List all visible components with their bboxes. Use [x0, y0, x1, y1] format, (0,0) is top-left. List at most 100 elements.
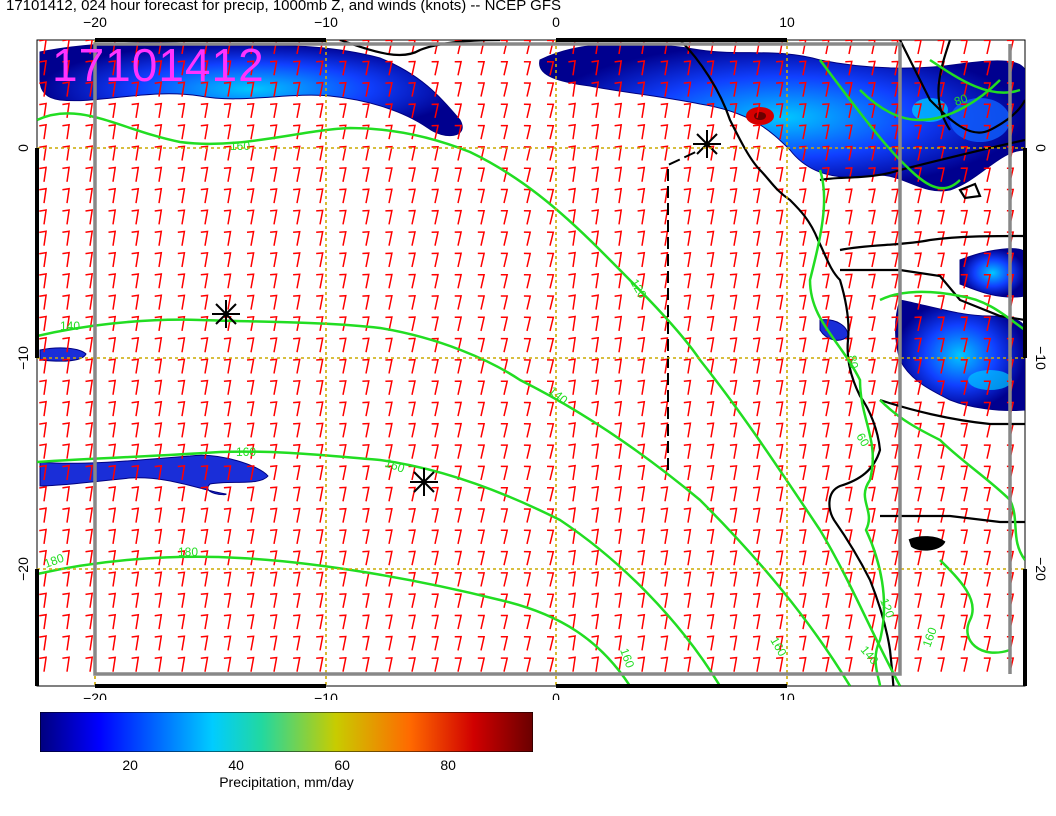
- wind-barb: [431, 316, 439, 332]
- wind-barb: [408, 508, 416, 523]
- wind-barb: [316, 571, 324, 587]
- wind-barb: [154, 337, 163, 353]
- wind-barb: [614, 166, 623, 182]
- wind-barb: [223, 635, 232, 651]
- wind-barb: [62, 613, 70, 630]
- wind-barb: [431, 103, 439, 119]
- wind-barb: [822, 465, 830, 481]
- wind-barb: [937, 124, 945, 140]
- wind-barb: [845, 401, 853, 417]
- wind-barb: [683, 124, 692, 140]
- wind-barb: [983, 316, 992, 332]
- wind-barb: [154, 613, 163, 630]
- wind-barb: [891, 571, 899, 587]
- wind-barb: [568, 166, 576, 182]
- wind-barb: [706, 379, 715, 395]
- wind-barb: [960, 60, 969, 76]
- wind-barb: [223, 252, 232, 268]
- wind-barb: [200, 102, 209, 119]
- wind-barb: [914, 188, 922, 204]
- wind-barb: [546, 529, 555, 545]
- wind-barb: [776, 209, 784, 225]
- wind-barb: [477, 188, 486, 204]
- wind-barb: [39, 592, 47, 608]
- wind-barb: [637, 400, 646, 417]
- wind-barb: [223, 188, 232, 204]
- wind-barb: [500, 124, 509, 140]
- wind-barb: [868, 252, 876, 268]
- wind-barb: [845, 273, 853, 289]
- wind-barb: [454, 380, 463, 395]
- wind-barb: [799, 635, 807, 651]
- wind-barb: [568, 251, 576, 268]
- wind-barb: [339, 401, 347, 417]
- wind-barb: [776, 145, 784, 161]
- wind-barb: [546, 188, 555, 204]
- wind-barb: [270, 124, 278, 140]
- wind-barb: [983, 273, 992, 289]
- wind-barb: [983, 167, 992, 182]
- wind-barb: [408, 273, 416, 289]
- wind-barb: [960, 529, 969, 545]
- wind-barb: [776, 529, 784, 545]
- wind-barb: [500, 593, 509, 608]
- wind-barb: [891, 124, 899, 140]
- contour-label: 180: [42, 551, 66, 571]
- wind-barb: [223, 145, 232, 161]
- wind-barb: [937, 231, 945, 246]
- wind-barb: [131, 358, 140, 374]
- wind-barb: [431, 146, 439, 161]
- wind-barb: [637, 315, 646, 332]
- wind-barb: [408, 486, 416, 502]
- wind-barb: [683, 401, 692, 417]
- wind-barb: [270, 401, 278, 417]
- wind-barb: [822, 443, 830, 459]
- wind-barb: [706, 60, 715, 76]
- wind-barb: [637, 464, 646, 481]
- wind-barb: [568, 656, 576, 672]
- wind-barb: [591, 379, 600, 395]
- wind-barb: [339, 188, 347, 204]
- wind-barb: [154, 464, 163, 481]
- wind-barb: [293, 230, 301, 246]
- wind-barb: [39, 294, 47, 310]
- wind-barb: [62, 273, 70, 289]
- wind-barb: [108, 464, 117, 481]
- wind-barb: [523, 40, 532, 55]
- wind-barb: [39, 656, 47, 672]
- wind-barb: [200, 464, 209, 481]
- wind-barb: [385, 401, 393, 417]
- wind-barb: [591, 230, 600, 246]
- wind-barb: [500, 401, 509, 417]
- wind-barb: [293, 81, 301, 97]
- wind-barb: [914, 40, 922, 55]
- wind-barb: [568, 507, 576, 523]
- wind-barb: [546, 295, 555, 310]
- wind-barb: [937, 40, 945, 55]
- wind-barb: [891, 401, 899, 417]
- wind-barb: [408, 209, 416, 225]
- wind-barb: [983, 103, 992, 119]
- wind-barb: [85, 209, 94, 225]
- wind-barb: [523, 636, 532, 651]
- wind-barb: [845, 124, 853, 140]
- wind-barb: [85, 528, 94, 545]
- wind-barb: [591, 102, 600, 119]
- wind-barb: [891, 593, 899, 608]
- wind-barb: [85, 549, 94, 566]
- wind-barb: [385, 40, 393, 55]
- wind-barb: [270, 614, 278, 630]
- wind-barb: [316, 337, 324, 353]
- wind-barb: [868, 167, 876, 182]
- wind-barb: [752, 443, 761, 459]
- wind-barb: [477, 124, 486, 140]
- wind-barb: [339, 252, 347, 268]
- wind-barb: [246, 422, 255, 438]
- wind-barb: [729, 592, 738, 608]
- wind-barb: [568, 123, 576, 140]
- wind-barb: [39, 485, 47, 502]
- wind-barb: [339, 656, 347, 672]
- wind-barb: [362, 60, 370, 76]
- wind-barb: [223, 528, 232, 545]
- wind-barb: [868, 60, 876, 76]
